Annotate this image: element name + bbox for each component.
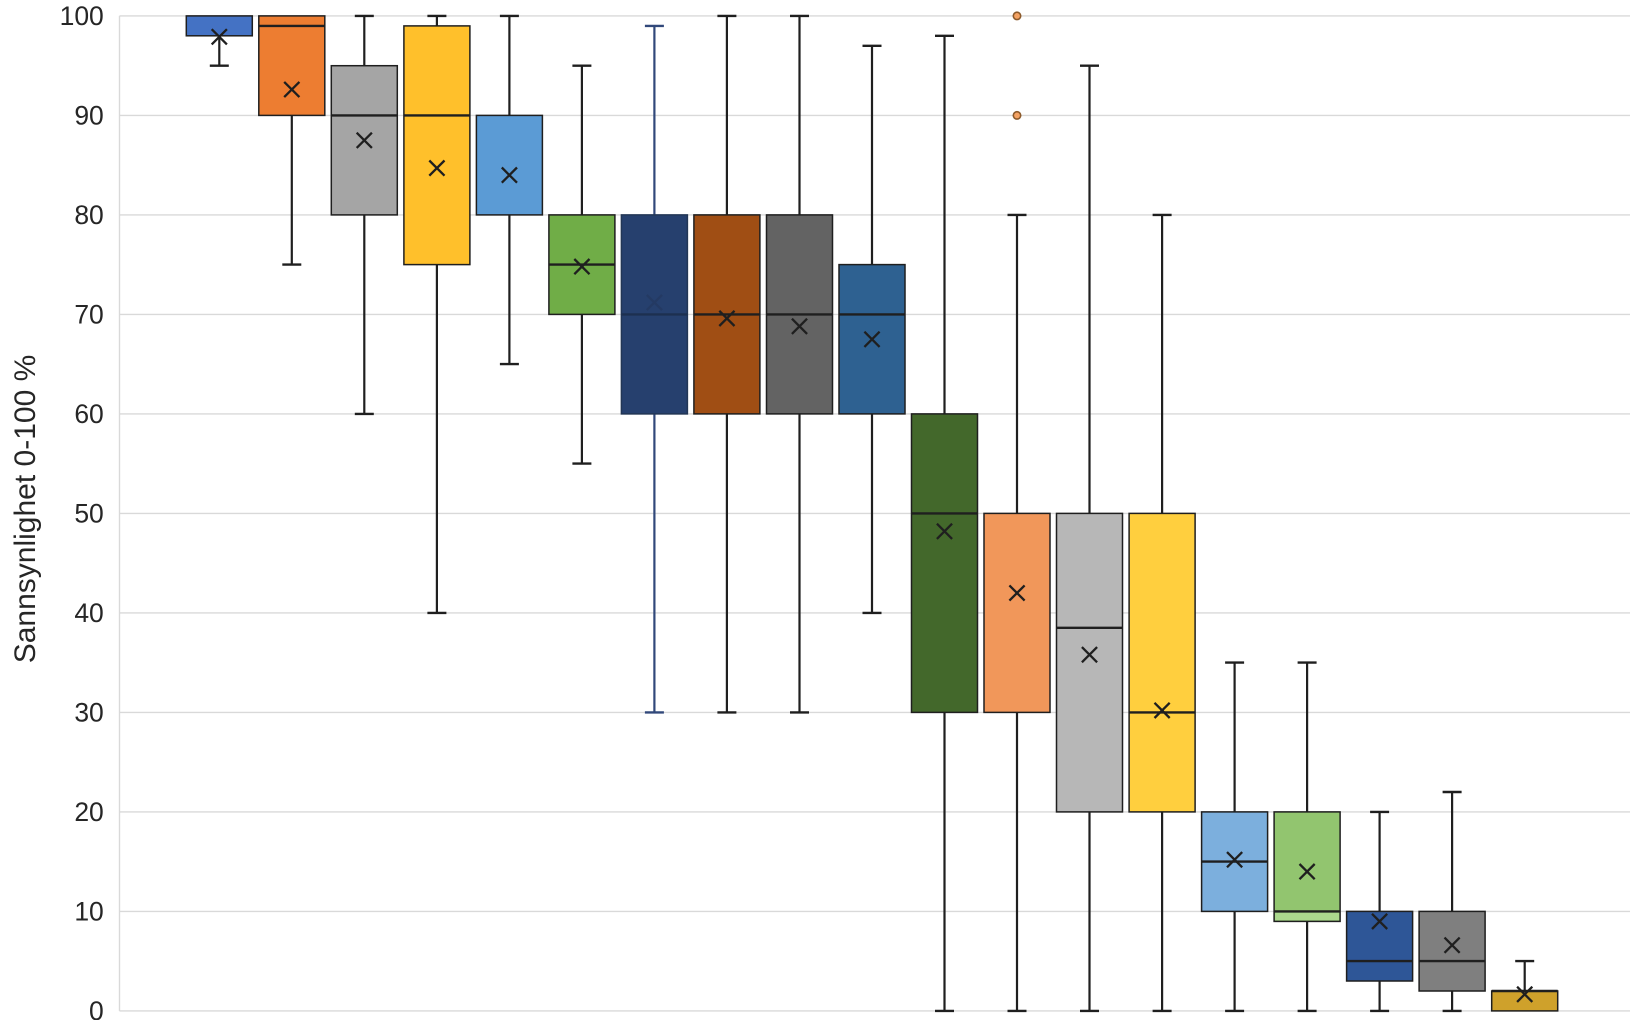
svg-text:30: 30 [74, 698, 103, 728]
svg-text:0: 0 [89, 996, 104, 1020]
svg-text:10: 10 [74, 897, 103, 927]
svg-text:100: 100 [60, 1, 104, 31]
svg-text:50: 50 [74, 499, 103, 529]
svg-text:80: 80 [74, 200, 103, 230]
svg-text:90: 90 [74, 101, 103, 131]
svg-text:60: 60 [74, 399, 103, 429]
svg-text:40: 40 [74, 598, 103, 628]
svg-text:70: 70 [74, 300, 103, 330]
svg-text:20: 20 [74, 797, 103, 827]
svg-text:Sannsynlighet 0-100 %: Sannsynlighet 0-100 % [9, 355, 42, 664]
